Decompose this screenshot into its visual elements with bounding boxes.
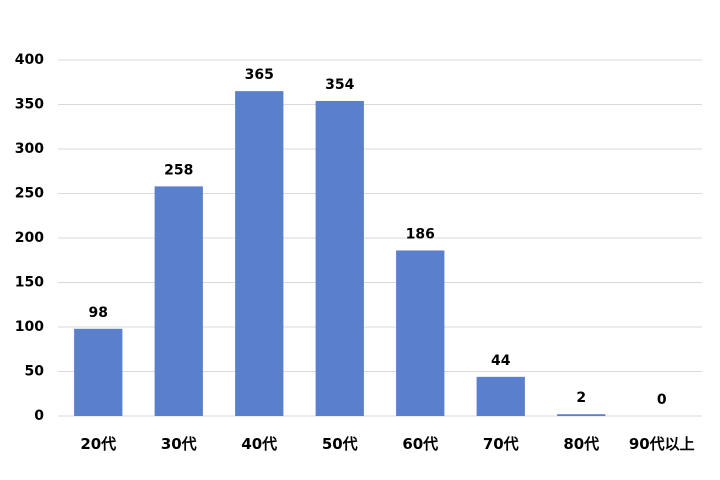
data-label: 44 (491, 353, 511, 369)
x-tick-label: 90代以上 (629, 435, 695, 453)
y-tick-label: 400 (15, 52, 44, 68)
x-axis-ticks: 20代 30代 40代 50代 60代 70代 80代 90代以上 (80, 435, 694, 453)
y-tick-label: 0 (34, 408, 44, 424)
x-tick-label: 50代 (322, 435, 358, 453)
x-tick-label: 80代 (563, 435, 599, 453)
y-tick-label: 150 (15, 275, 44, 291)
y-tick-label: 200 (15, 230, 44, 246)
data-label: 258 (164, 162, 193, 178)
data-label: 354 (325, 77, 354, 93)
bars (74, 91, 606, 417)
data-label: 98 (89, 305, 108, 321)
y-tick-label: 300 (15, 141, 44, 157)
x-tick-label: 40代 (241, 435, 277, 453)
y-tick-label: 350 (15, 97, 44, 113)
bar (476, 376, 525, 416)
bar (235, 91, 284, 417)
data-labels: 98 258 365 354 186 44 2 0 (89, 67, 667, 408)
bar (154, 186, 203, 416)
data-label: 365 (245, 67, 274, 83)
x-tick-label: 70代 (483, 435, 519, 453)
y-axis-ticks: 0 50 100 150 200 250 300 350 400 (15, 52, 44, 424)
x-tick-label: 30代 (161, 435, 197, 453)
y-tick-label: 250 (15, 186, 44, 202)
y-tick-label: 100 (15, 319, 44, 335)
y-tick-label: 50 (25, 364, 45, 380)
bar (396, 250, 445, 416)
bar (557, 414, 606, 416)
x-tick-label: 60代 (402, 435, 438, 453)
bar (74, 328, 123, 416)
data-label: 2 (576, 390, 586, 406)
data-label: 0 (657, 392, 667, 408)
data-label: 186 (406, 226, 435, 242)
bar (315, 100, 364, 416)
x-tick-label: 20代 (80, 435, 116, 453)
